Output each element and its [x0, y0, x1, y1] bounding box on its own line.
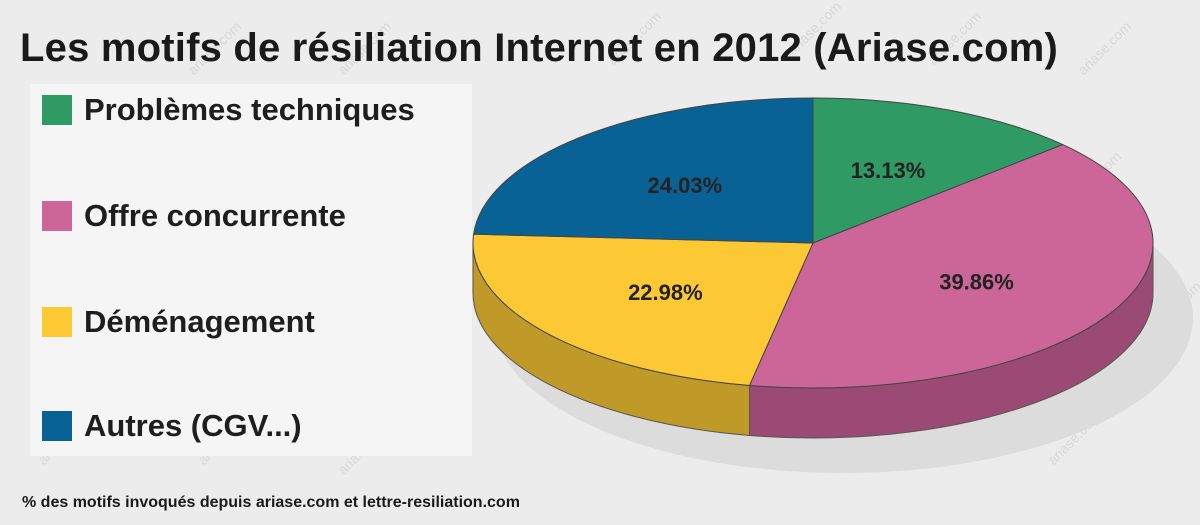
pie-slice-2: [472, 233, 814, 386]
legend-swatch-autres: [42, 411, 72, 441]
pie-slice-0: [812, 97, 1065, 244]
legend-swatch-demenagement: [42, 307, 72, 337]
legend-label: Offre concurrente: [84, 198, 346, 233]
legend-item-autres: Autres (CGV...): [42, 406, 302, 446]
legend-label: Problèmes techniques: [84, 92, 415, 127]
data-label-2: 22.98%: [628, 280, 703, 305]
data-label-3: 24.03%: [648, 173, 723, 198]
legend-item-offre-concurrente: Offre concurrente: [42, 196, 346, 236]
footnote: % des motifs invoqués depuis ariase.com …: [22, 494, 520, 511]
data-label-1: 39.86%: [939, 270, 1014, 295]
legend-label: Autres (CGV...): [84, 408, 302, 443]
legend-item-demenagement: Déménagement: [42, 302, 315, 342]
legend-swatch-problemes-techniques: [42, 95, 72, 125]
legend-label: Déménagement: [84, 304, 315, 339]
pie-slice-1: [748, 144, 1154, 389]
legend: Problèmes techniques Offre concurrente D…: [30, 84, 472, 456]
legend-swatch-offre-concurrente: [42, 201, 72, 231]
chart-title: Les motifs de résiliation Internet en 20…: [20, 26, 1058, 70]
data-label-0: 13.13%: [851, 158, 926, 183]
legend-item-problemes-techniques: Problèmes techniques: [42, 90, 415, 130]
pie-slice-3: [473, 97, 814, 244]
